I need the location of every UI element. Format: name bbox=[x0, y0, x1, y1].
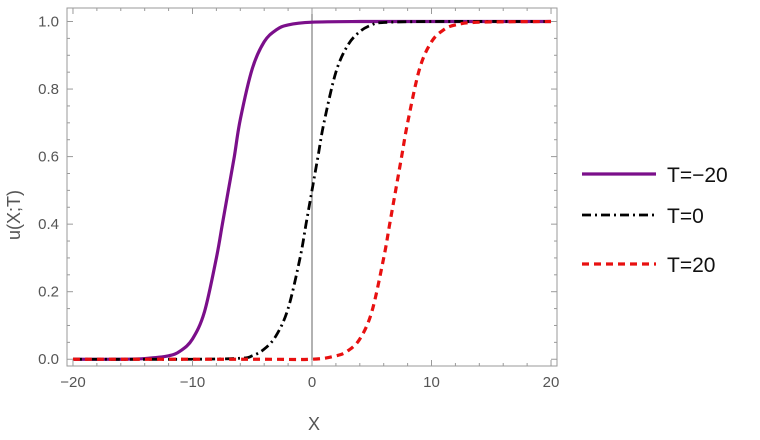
y-tick-label: 0.6 bbox=[38, 149, 59, 166]
x-axis-label: X bbox=[308, 414, 320, 434]
series-line-2 bbox=[72, 19, 552, 362]
legend-label-2: T=20 bbox=[667, 254, 715, 277]
series-line-0 bbox=[72, 19, 552, 361]
y-tick-label: 0.2 bbox=[38, 284, 59, 301]
y-tick-label: 0.8 bbox=[38, 81, 59, 98]
x-tick-label: −10 bbox=[180, 374, 205, 391]
series-line-1 bbox=[72, 20, 552, 361]
y-tick-label: 1.0 bbox=[38, 14, 59, 31]
x-tick-label: 20 bbox=[543, 374, 560, 391]
x-tick-label: −20 bbox=[60, 374, 85, 391]
y-axis-label: u(X;T) bbox=[4, 190, 24, 240]
x-tick-label: 10 bbox=[423, 374, 440, 391]
y-tick-label: 0.4 bbox=[38, 216, 59, 233]
legend: T=−20 T=0 T=20 bbox=[582, 164, 728, 277]
x-tick-label: 0 bbox=[308, 374, 316, 391]
legend-label-1: T=0 bbox=[667, 205, 704, 228]
legend-label-0: T=−20 bbox=[667, 164, 728, 187]
y-tick-label: 0.0 bbox=[38, 351, 59, 368]
